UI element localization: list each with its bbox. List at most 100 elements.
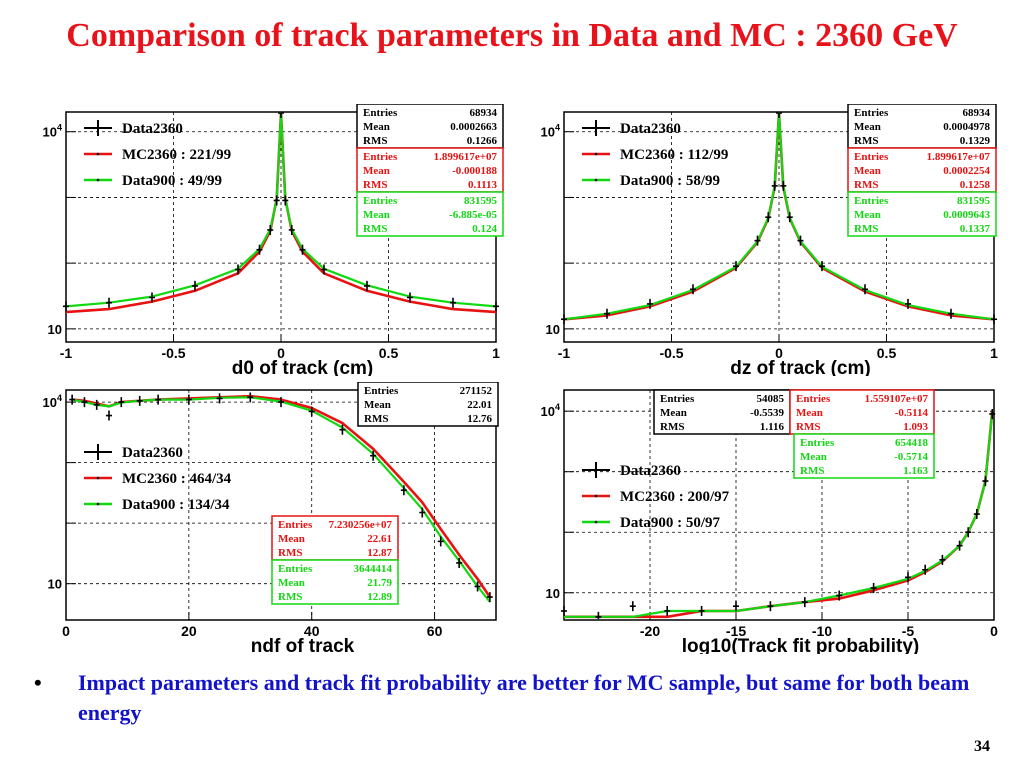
legend-dot	[594, 152, 598, 156]
legend-dot	[96, 152, 100, 156]
x-axis-label: d0 of track (cm)	[232, 358, 373, 376]
stats-box	[356, 147, 504, 193]
stats-value: 12.87	[367, 547, 392, 559]
series-line-data900	[564, 413, 992, 617]
x-tick-label: -1	[558, 345, 571, 361]
stats-box	[793, 433, 935, 479]
stats-key: Entries	[278, 563, 313, 575]
x-tick-label: 40	[304, 623, 320, 639]
stats-key: RMS	[660, 421, 684, 433]
stats-value: 1.899617e+07	[434, 151, 498, 163]
legend-label: Data2360	[620, 463, 681, 479]
legend-label: MC2360 : 464/34	[122, 471, 232, 487]
stats-value: 0.1113	[468, 179, 498, 191]
legend-label: Data2360	[122, 121, 183, 137]
stats-value: 831595	[464, 195, 498, 207]
stats-box	[271, 559, 399, 605]
bullet-dot: •	[34, 670, 42, 695]
stats-value: 831595	[957, 195, 991, 207]
x-axis-label: log10(Track fit probability)	[682, 636, 920, 654]
series-group	[63, 113, 499, 312]
stats-key: Entries	[363, 195, 398, 207]
stats-value: 0.0004978	[943, 121, 990, 133]
y-tick-label: 10	[546, 586, 560, 601]
stats-key: Mean	[364, 399, 391, 411]
stats-key: RMS	[854, 223, 878, 235]
legend-label: Data900 : 49/99	[122, 173, 222, 189]
x-tick-label: -10	[812, 623, 832, 639]
stats-key: RMS	[278, 591, 302, 603]
stats-box	[356, 191, 504, 237]
legend-label: MC2360 : 112/99	[620, 147, 728, 163]
stats-key: Mean	[278, 533, 305, 545]
stats-key: Mean	[363, 209, 390, 221]
x-tick-label: 0	[775, 345, 783, 361]
stats-value: -0.5539	[750, 407, 784, 419]
stats-key: RMS	[800, 465, 824, 477]
legend-dot	[96, 476, 100, 480]
x-tick-label: 1	[492, 345, 500, 361]
chart-dz-svg: -1 -0.5 0 0.5 1 10 104 dz of track (cm) Data2360…	[541, 104, 998, 376]
legend-dot	[96, 502, 100, 506]
x-tick-label: -0.5	[161, 345, 185, 361]
legend-label: Data2360	[620, 121, 681, 137]
stats-value: 3644414	[354, 563, 393, 575]
stats-value: 0.1258	[960, 179, 991, 191]
x-tick-label: 0	[277, 345, 285, 361]
stats-key: Mean	[854, 121, 881, 133]
stats-value: 68934	[470, 107, 498, 119]
stats-value: 22.01	[467, 399, 492, 411]
stats-key: RMS	[364, 413, 388, 425]
stats-key: Entries	[278, 519, 313, 531]
stats-key: Entries	[660, 393, 695, 405]
legend-label: MC2360 : 200/97	[620, 489, 730, 505]
stats-value: 0.124	[472, 223, 497, 235]
x-tick-label: -15	[726, 623, 746, 639]
series-line-data900	[72, 397, 490, 602]
chart-ndf-svg: 0 20 40 60 10 104 ndf of track Data2360 MC2360 :…	[43, 382, 499, 654]
stats-key: RMS	[854, 179, 878, 191]
page-number: 34	[974, 738, 990, 755]
legend-dot	[594, 494, 598, 498]
y-tick-label: 10	[48, 577, 62, 592]
stats-value: 7.230256e+07	[329, 519, 393, 531]
stats-key: Mean	[363, 121, 390, 133]
legend-label: Data900 : 50/97	[620, 515, 720, 531]
legend-label: MC2360 : 221/99	[122, 147, 231, 163]
chart-panel-d0: -1 -0.5 0 0.5 1 10 104 d0 of track (cm) Data2360…	[14, 104, 506, 376]
stats-box	[357, 382, 499, 427]
stats-key: Mean	[800, 451, 827, 463]
stats-key: Entries	[854, 151, 889, 163]
y-tick-label: 10	[546, 322, 560, 337]
x-tick-label: -5	[902, 623, 915, 639]
x-tick-label: 20	[181, 623, 197, 639]
chart-panel-ndf: 0 20 40 60 10 104 ndf of track Data2360 MC2360 :…	[14, 382, 506, 654]
y-tick-label: 104	[43, 393, 62, 410]
stats-value: -0.5114	[895, 407, 929, 419]
legend-dot	[96, 178, 100, 182]
y-tick-label: 10	[48, 322, 62, 337]
x-tick-label: -1	[60, 345, 73, 361]
stats-box	[847, 104, 997, 149]
stats-value: 1.116	[760, 421, 785, 433]
stats-value: 0.1266	[467, 135, 498, 147]
stats-value: 68934	[963, 107, 991, 119]
stats-key: Mean	[796, 407, 823, 419]
x-tick-label: 0	[62, 623, 70, 639]
stats-value: 654418	[895, 437, 929, 449]
stats-key: Entries	[854, 107, 889, 119]
x-tick-label: -20	[640, 623, 660, 639]
stats-box	[847, 147, 997, 193]
chart-fitprob-svg: -20 -15 -10 -5 0 10 104 log10(Track fit probabi…	[541, 389, 998, 654]
stats-value: 271152	[460, 385, 493, 397]
x-tick-label: 0.5	[379, 345, 399, 361]
legend-label: Data900 : 58/99	[620, 173, 720, 189]
y-tick-label: 104	[541, 402, 560, 419]
stats-value: 0.1329	[960, 135, 991, 147]
stats-key: Mean	[854, 165, 881, 177]
stats-value: 12.89	[367, 591, 392, 603]
stats-value: -6.885e-05	[449, 209, 497, 221]
series-group	[561, 409, 995, 619]
stats-key: RMS	[854, 135, 878, 147]
stats-value: 12.76	[467, 413, 492, 425]
